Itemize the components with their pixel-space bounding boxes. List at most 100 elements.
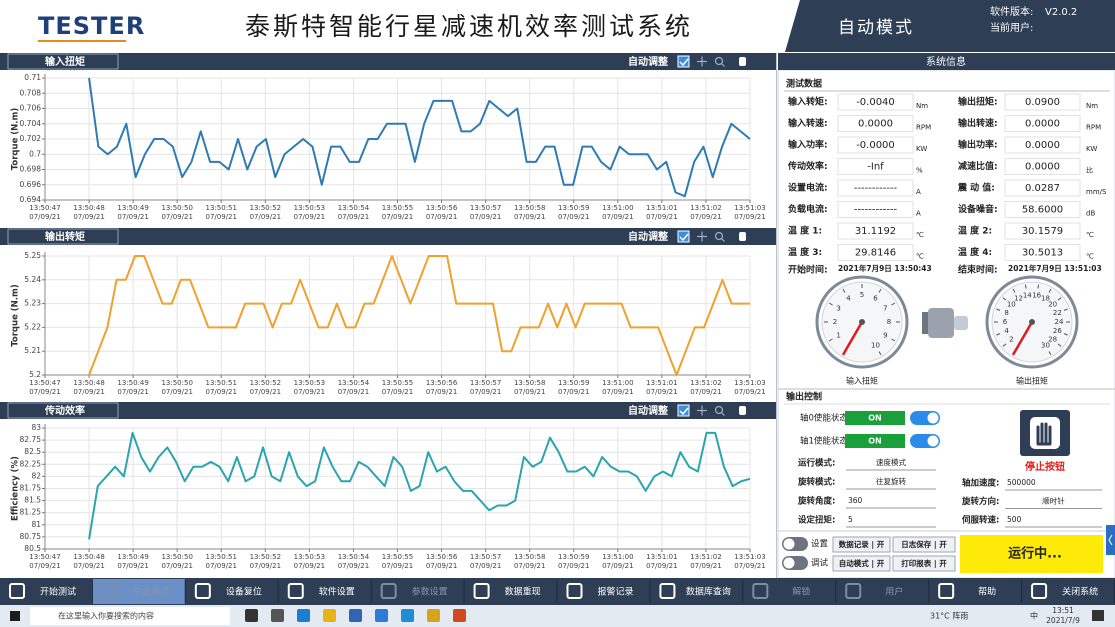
chart-title: 输入扭矩 <box>45 55 85 68</box>
x-tick-label: 13:50:49 <box>117 379 148 387</box>
y-tick-label: 5.22 <box>24 322 41 331</box>
taskbar-app[interactable] <box>427 609 440 622</box>
toolbar-label: 参数设置 <box>412 586 448 598</box>
x-tick-date: 07/09/21 <box>514 562 545 570</box>
hand-icon[interactable] <box>739 232 746 241</box>
taskbar-app[interactable] <box>323 609 336 622</box>
field-value: -0.0040 <box>856 97 895 108</box>
notification-icon[interactable] <box>1092 610 1104 621</box>
x-tick-label: 13:51:00 <box>602 379 633 387</box>
gauge-tick <box>1038 285 1039 289</box>
x-tick-label: 13:50:53 <box>294 553 325 561</box>
hand-icon[interactable] <box>739 57 746 66</box>
x-tick-label: 13:50:59 <box>558 379 589 387</box>
clock-time: 13:51 <box>1052 606 1074 615</box>
hand-icon[interactable] <box>739 406 746 415</box>
field-value: ------------ <box>854 205 898 216</box>
x-tick-date: 07/09/21 <box>646 388 677 396</box>
gearbox-image <box>928 308 954 338</box>
x-tick-label: 13:51:01 <box>646 379 677 387</box>
toolbar-button[interactable] <box>743 578 835 605</box>
x-tick-label: 13:51:01 <box>646 553 677 561</box>
toolbar-label: 软件设置 <box>319 586 355 598</box>
taskbar-app[interactable] <box>401 609 414 622</box>
switch-knob <box>784 558 795 569</box>
x-tick-label: 13:51:03 <box>734 204 765 212</box>
field-value: 0.0000 <box>1025 162 1060 173</box>
taskbar-app[interactable] <box>375 609 388 622</box>
field-label: 传动效率: <box>787 160 828 172</box>
x-tick-date: 07/09/21 <box>250 388 281 396</box>
x-tick-date: 07/09/21 <box>426 562 457 570</box>
y-tick-label: 0.7 <box>29 149 41 158</box>
taskbar-app[interactable] <box>297 609 310 622</box>
start-button[interactable] <box>10 611 20 621</box>
field-unit: RPM <box>1086 124 1101 132</box>
x-tick-date: 07/09/21 <box>294 562 325 570</box>
y-axis-label: Torque (N.m) <box>11 108 21 171</box>
field-label: 温 度 1: <box>788 225 822 237</box>
x-tick-date: 07/09/21 <box>690 213 721 221</box>
x-tick-label: 13:51:01 <box>646 204 677 212</box>
y-axis-label: Torque (N.m) <box>11 284 21 347</box>
x-tick-label: 13:51:02 <box>690 553 721 561</box>
x-tick-date: 07/09/21 <box>206 562 237 570</box>
x-tick-date: 07/09/21 <box>734 388 765 396</box>
side-tab[interactable] <box>1106 525 1115 555</box>
x-tick-date: 07/09/21 <box>514 213 545 221</box>
gauge-tick-label: 4 <box>846 295 851 303</box>
taskbar-app[interactable] <box>349 609 362 622</box>
info-title: 系统信息 <box>926 55 966 68</box>
control-value: 顺时针 <box>1042 496 1065 506</box>
x-tick-label: 13:50:47 <box>29 553 60 561</box>
y-tick-label: 5.21 <box>24 346 41 355</box>
auto-adjust-label[interactable]: 自动调整 <box>628 230 668 243</box>
auto-adjust-label[interactable]: 自动调整 <box>628 55 668 68</box>
gauge-tick-label: 2 <box>833 318 837 326</box>
field-value: ------------ <box>854 183 898 194</box>
mode: 自动模式 <box>838 18 914 38</box>
x-tick-label: 13:50:53 <box>294 379 325 387</box>
y-tick-label: 0.71 <box>24 73 41 82</box>
control-value: 速度模式 <box>876 457 906 467</box>
taskbar-app[interactable] <box>453 609 466 622</box>
x-tick-date: 07/09/21 <box>117 388 148 396</box>
time-value: 2021年7月9日 13:50:43 <box>838 263 932 273</box>
control-value: 500000 <box>1007 478 1036 487</box>
taskbar-app[interactable] <box>245 609 258 622</box>
toolbar-label: 数据重现 <box>505 586 541 598</box>
x-tick-label: 13:50:52 <box>250 553 281 561</box>
x-tick-label: 13:50:51 <box>206 204 237 212</box>
taskbar-app[interactable] <box>271 609 284 622</box>
toolbar-label: 解锁 <box>792 586 810 598</box>
control-title: 输出控制 <box>786 391 822 403</box>
auto-adjust-label[interactable]: 自动调整 <box>628 404 668 417</box>
x-tick-date: 07/09/21 <box>734 213 765 221</box>
control-input[interactable] <box>846 513 936 527</box>
toolbar-button[interactable] <box>836 578 928 605</box>
x-tick-label: 13:51:02 <box>690 204 721 212</box>
x-tick-date: 07/09/21 <box>73 213 104 221</box>
x-tick-label: 13:50:58 <box>514 553 545 561</box>
x-tick-date: 07/09/21 <box>470 213 501 221</box>
axis-state-text: ON <box>868 414 882 423</box>
x-tick-date: 07/09/21 <box>470 388 501 396</box>
chart-title: 传动效率 <box>44 404 85 417</box>
toolbar-button[interactable] <box>929 578 1021 605</box>
x-tick-date: 07/09/21 <box>338 388 369 396</box>
y-tick-label: 5.24 <box>24 275 41 284</box>
x-tick-label: 13:50:58 <box>514 204 545 212</box>
field-label: 减速比值: <box>958 160 998 172</box>
field-label: 输出转速: <box>958 117 998 129</box>
field-unit: ℃ <box>1086 253 1094 261</box>
control-label: 设定扭矩: <box>798 515 835 526</box>
x-tick-label: 13:50:55 <box>382 204 413 212</box>
field-label: 设备噪音: <box>958 203 998 215</box>
x-tick-date: 07/09/21 <box>734 562 765 570</box>
gauge-tick-label: 14 <box>1023 291 1032 299</box>
control-label: 伺服转速: <box>961 515 999 526</box>
gauge-tick-label: 6 <box>873 295 878 303</box>
gauge-label: 输入扭矩 <box>846 376 878 386</box>
x-tick-label: 13:51:03 <box>734 379 765 387</box>
y-tick-label: 82.25 <box>20 459 42 468</box>
